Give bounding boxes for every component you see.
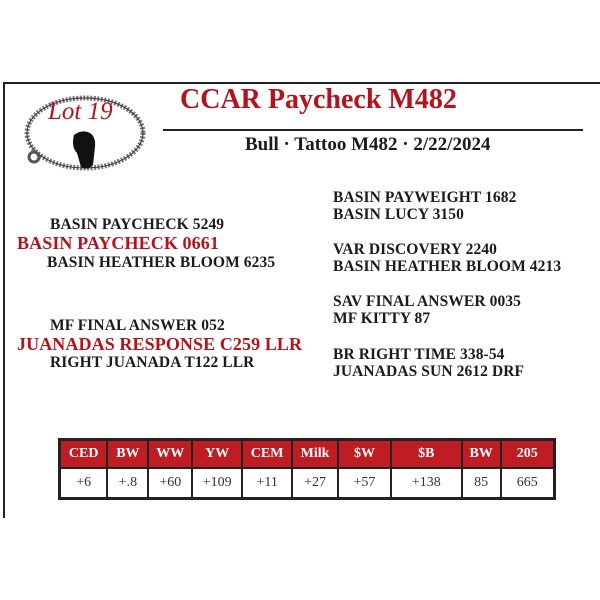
pedigree-dam-sire: MF FINAL ANSWER 052 <box>50 317 225 334</box>
epd-value-row: +6 +.8 +60 +109 +11 +27 +57 +138 85 665 <box>58 467 556 500</box>
page-title: CCAR Paycheck M482 <box>180 84 457 115</box>
epd-value: +27 <box>291 467 340 500</box>
epd-header-row: CED BW WW YW CEM Milk $W $B BW 205 <box>58 438 556 469</box>
pedigree-dam: JUANADAS RESPONSE C259 LLR <box>17 334 303 354</box>
epd-value: +109 <box>191 467 244 500</box>
epd-header: CEM <box>241 438 294 469</box>
lot-number: Lot 19 <box>48 98 113 125</box>
frame-border-left <box>3 82 5 518</box>
pedigree-sire: BASIN PAYCHECK 0661 <box>17 233 219 253</box>
epd-header: 205 <box>499 438 556 469</box>
epd-header: BW <box>460 438 502 469</box>
epd-value: +.8 <box>106 467 150 500</box>
pedigree-right-4: SAV FINAL ANSWER 0035 <box>333 293 522 310</box>
epd-header: CED <box>58 438 109 469</box>
frame-border-top <box>3 82 600 84</box>
epd-header: WW <box>147 438 194 469</box>
pedigree-sire-dam: BASIN HEATHER BLOOM 6235 <box>47 254 276 271</box>
epd-value: +11 <box>241 467 294 500</box>
epd-value: 665 <box>499 467 556 500</box>
epd-value: +6 <box>58 467 109 500</box>
pedigree-right-2: VAR DISCOVERY 2240 <box>333 241 498 258</box>
rope-bull-logo-icon <box>24 95 146 171</box>
epd-header: Milk <box>291 438 340 469</box>
title-divider <box>163 129 583 131</box>
pedigree-right-1: BASIN LUCY 3150 <box>333 206 464 223</box>
pedigree-right-3: BASIN HEATHER BLOOM 4213 <box>333 258 562 275</box>
epd-value: +57 <box>337 467 392 500</box>
pedigree-right-5: MF KITTY 87 <box>333 310 431 327</box>
epd-value: +60 <box>147 467 194 500</box>
epd-header: $W <box>337 438 392 469</box>
epd-table: CED BW WW YW CEM Milk $W $B BW 205 +6 +.… <box>58 438 556 500</box>
pedigree-dam-dam: RIGHT JUANADA T122 LLR <box>50 354 255 371</box>
pedigree-right-6: BR RIGHT TIME 338-54 <box>333 346 505 363</box>
pedigree-right-0: BASIN PAYWEIGHT 1682 <box>333 189 517 206</box>
epd-header: BW <box>106 438 150 469</box>
pedigree-sire-sire: BASIN PAYCHECK 5249 <box>50 216 225 233</box>
pedigree-right-7: JUANADAS SUN 2612 DRF <box>333 363 525 380</box>
subtitle: Bull · Tattoo M482 · 2/22/2024 <box>245 134 491 155</box>
epd-value: +138 <box>389 467 463 500</box>
epd-header: $B <box>389 438 463 469</box>
epd-header: YW <box>191 438 244 469</box>
epd-value: 85 <box>460 467 502 500</box>
